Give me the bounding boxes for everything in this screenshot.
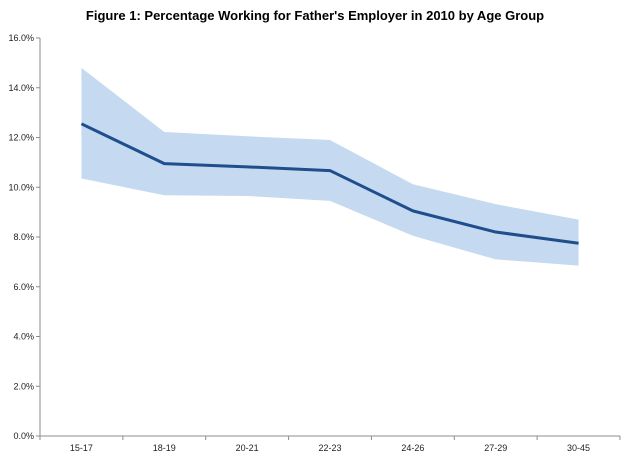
- x-tick-label: 15-17: [70, 443, 93, 453]
- series-line-layer: [80, 122, 579, 245]
- y-tick-label: 12.0%: [8, 133, 34, 143]
- y-tick-label: 6.0%: [13, 282, 34, 292]
- x-tick-label: 24-26: [401, 443, 424, 453]
- tick-label-layer: 0.0% 2.0% 4.0% 6.0% 8.0% 10.0% 12.0% 14.0% 16.0%…: [8, 33, 590, 453]
- y-tick-label: 8.0%: [13, 232, 34, 242]
- chart-title: Figure 1: Percentage Working for Father'…: [85, 8, 545, 23]
- y-tick-label: 10.0%: [8, 182, 34, 192]
- x-tick-label: 22-23: [318, 443, 341, 453]
- x-tick-label: 20-21: [236, 443, 259, 453]
- y-tick-label: 0.0%: [13, 431, 34, 441]
- x-tick-label: 18-19: [153, 443, 176, 453]
- x-tick-label: 27-29: [484, 443, 507, 453]
- axis-layer: [36, 37, 621, 440]
- confidence-band: [81, 67, 579, 266]
- y-tick-label: 2.0%: [13, 381, 34, 391]
- confidence-band-layer: [81, 67, 579, 266]
- y-tick-label: 14.0%: [8, 83, 34, 93]
- x-tick-label: 30-45: [567, 443, 590, 453]
- y-tick-label: 16.0%: [8, 33, 34, 43]
- y-tick-label: 4.0%: [13, 332, 34, 342]
